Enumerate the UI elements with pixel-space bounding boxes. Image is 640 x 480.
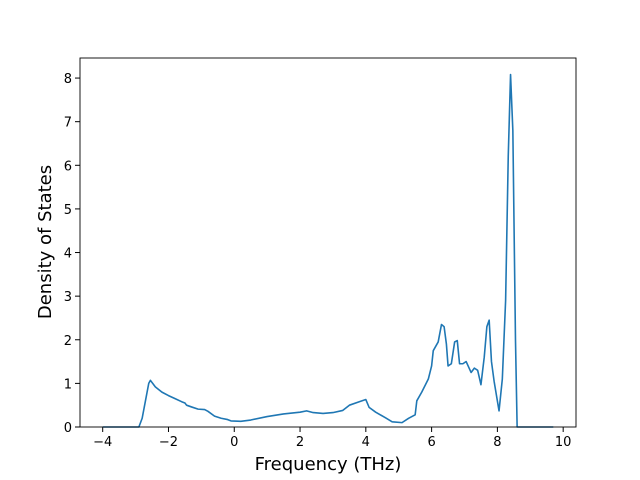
x-tick-label: −2 xyxy=(159,435,178,450)
y-tick-label: 6 xyxy=(64,159,72,174)
y-tick-label: 5 xyxy=(64,203,72,218)
x-tick-label: −4 xyxy=(93,435,112,450)
y-tick-label: 0 xyxy=(64,421,72,436)
x-tick-label: 8 xyxy=(493,435,501,450)
x-tick-label: 0 xyxy=(230,435,238,450)
y-tick-label: 8 xyxy=(64,72,72,87)
x-tick-label: 2 xyxy=(296,435,304,450)
x-axis-label: Frequency (THz) xyxy=(255,454,402,475)
y-tick-label: 4 xyxy=(64,247,72,262)
plot-frame xyxy=(79,57,577,428)
y-axis-label: Density of States xyxy=(35,165,56,319)
x-tick-label: 6 xyxy=(427,435,435,450)
y-tick-label: 7 xyxy=(64,116,72,131)
y-tick-label: 2 xyxy=(64,334,72,349)
x-tick-label: 4 xyxy=(362,435,370,450)
y-tick-label: 3 xyxy=(64,290,72,305)
x-tick-label: 10 xyxy=(555,435,572,450)
line-series xyxy=(102,73,554,428)
y-tick-label: 1 xyxy=(64,377,72,392)
